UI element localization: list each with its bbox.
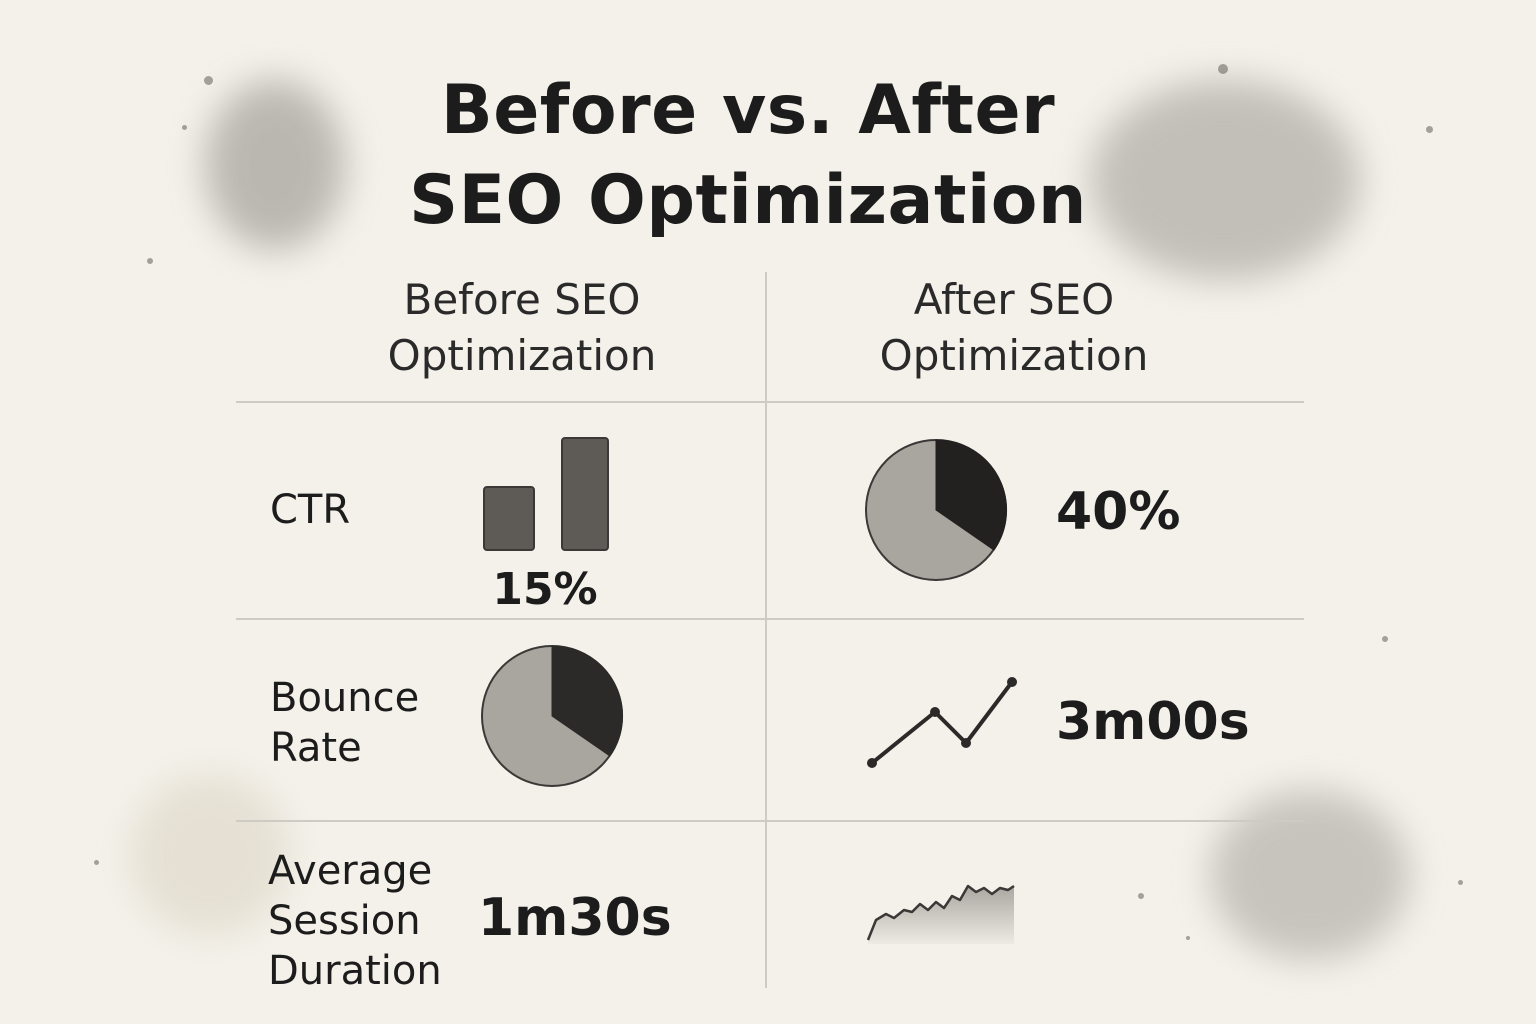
metric-label-bounce-rate: Bounce Rate bbox=[270, 675, 420, 771]
row-divider bbox=[236, 618, 1304, 620]
row-divider bbox=[236, 820, 1304, 822]
column-heading-before: Before SEO Optimization bbox=[387, 275, 657, 380]
decorative-dot bbox=[1218, 64, 1228, 74]
ctr-before-value: 15% bbox=[492, 564, 598, 615]
title-line-1: Before vs. After bbox=[440, 71, 1056, 150]
decorative-stain bbox=[1210, 790, 1410, 960]
bar-chart-icon bbox=[483, 437, 609, 551]
bounce-after-value: 3m00s bbox=[1056, 692, 1250, 752]
decorative-stain bbox=[130, 775, 290, 935]
page-title: Before vs. After SEO Optimization bbox=[0, 66, 1496, 246]
decorative-stain bbox=[205, 80, 345, 250]
decorative-dot bbox=[1138, 893, 1144, 899]
decorative-dot bbox=[204, 76, 213, 85]
area-chart-icon bbox=[866, 884, 1015, 944]
decorative-stain bbox=[1090, 80, 1360, 280]
metric-label-ctr: CTR bbox=[270, 487, 351, 533]
decorative-dot bbox=[1426, 126, 1433, 133]
line-chart-icon bbox=[867, 677, 1017, 768]
ctr-after-value: 40% bbox=[1056, 482, 1181, 542]
column-divider bbox=[765, 272, 767, 988]
pie-chart-icon bbox=[481, 645, 624, 787]
session-before-value: 1m30s bbox=[478, 888, 672, 948]
decorative-dot bbox=[94, 860, 99, 865]
decorative-dot bbox=[1186, 936, 1190, 940]
title-line-2: SEO Optimization bbox=[409, 161, 1087, 240]
decorative-dot bbox=[1458, 880, 1463, 885]
metric-label-average-session-duration: Average Session Duration bbox=[268, 848, 442, 994]
decorative-dot bbox=[147, 258, 153, 264]
column-heading-after: After SEO Optimization bbox=[879, 275, 1149, 380]
pie-chart-icon bbox=[865, 439, 1008, 581]
decorative-dot bbox=[182, 125, 187, 130]
decorative-dot bbox=[1382, 636, 1388, 642]
row-divider bbox=[236, 401, 1304, 403]
